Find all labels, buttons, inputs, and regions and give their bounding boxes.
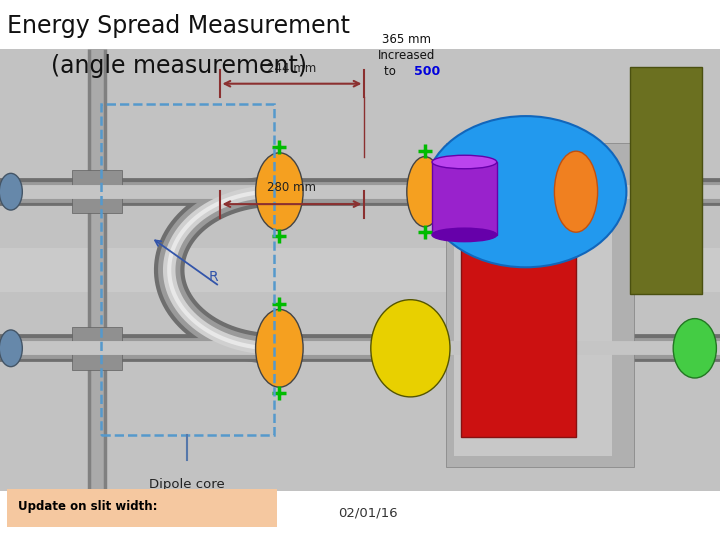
Ellipse shape [432, 156, 497, 168]
Bar [72, 170, 122, 213]
Bar [101, 104, 274, 435]
Text: 365 mm: 365 mm [382, 33, 431, 46]
Text: Increased: Increased [378, 49, 436, 62]
Text: Dipole core: Dipole core [149, 478, 225, 491]
Ellipse shape [256, 309, 303, 387]
Bar [72, 327, 122, 370]
Text: (angle measurement): (angle measurement) [36, 54, 307, 78]
Ellipse shape [407, 157, 443, 227]
Bar [454, 154, 612, 456]
Ellipse shape [432, 228, 497, 242]
Bar [446, 143, 634, 467]
Ellipse shape [461, 178, 576, 200]
Ellipse shape [256, 153, 303, 231]
Text: Update on slit width:: Update on slit width: [18, 500, 158, 513]
Ellipse shape [673, 319, 716, 378]
Bar [461, 189, 576, 437]
Ellipse shape [371, 300, 450, 397]
FancyBboxPatch shape [7, 489, 277, 526]
Text: to: to [384, 65, 400, 78]
Bar [0, 248, 720, 292]
Text: R: R [209, 270, 218, 284]
Text: 280 mm: 280 mm [267, 181, 316, 194]
Ellipse shape [554, 151, 598, 232]
Bar [630, 68, 702, 294]
Bar [432, 162, 497, 235]
Ellipse shape [0, 173, 22, 210]
Text: 244 mm: 244 mm [267, 62, 316, 75]
Circle shape [425, 116, 626, 267]
Bar [0, 49, 720, 491]
Text: 02/01/16: 02/01/16 [338, 507, 398, 519]
Ellipse shape [0, 330, 22, 367]
Text: 500: 500 [414, 65, 440, 78]
Text: Energy Spread Measurement: Energy Spread Measurement [7, 14, 350, 37]
